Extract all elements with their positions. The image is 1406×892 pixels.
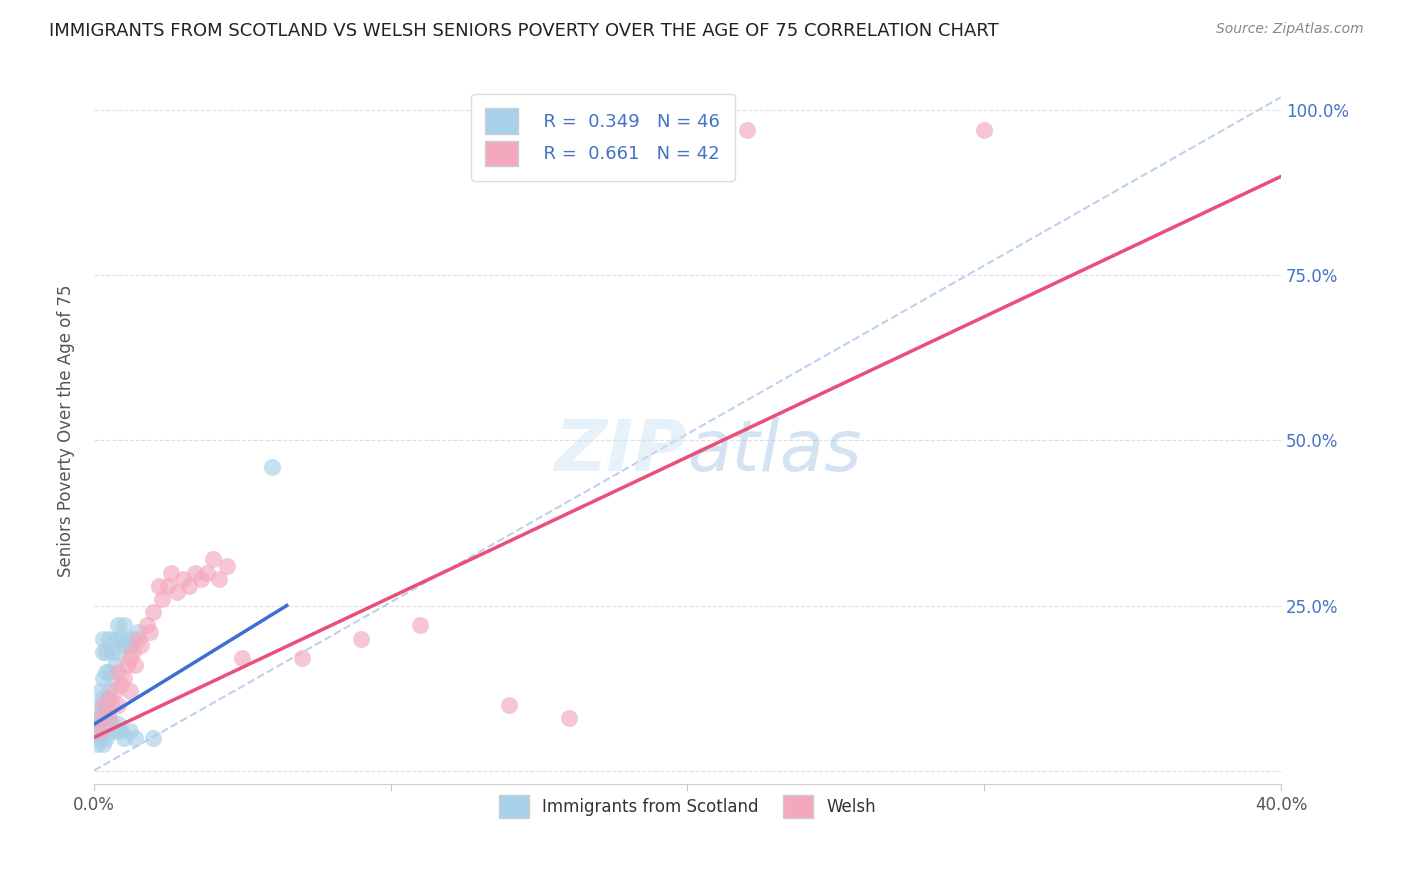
Text: atlas: atlas [688, 417, 862, 486]
Text: Source: ZipAtlas.com: Source: ZipAtlas.com [1216, 22, 1364, 37]
Point [91, 690, 114, 705]
Point [91, 704, 114, 718]
Point [166, 585, 188, 599]
Point [107, 717, 129, 731]
Point [184, 566, 207, 580]
Point [190, 572, 212, 586]
Point [89, 698, 111, 712]
Point [160, 566, 183, 580]
Point [97, 723, 120, 738]
Point [201, 552, 224, 566]
Y-axis label: Seniors Poverty Over the Age of 75: Seniors Poverty Over the Age of 75 [58, 285, 75, 577]
Point [86, 737, 108, 751]
Point [350, 632, 373, 646]
Point [89, 731, 111, 745]
Point [100, 717, 122, 731]
Point [121, 645, 143, 659]
Point [136, 618, 159, 632]
Point [112, 638, 135, 652]
Point [94, 665, 117, 679]
Point [498, 698, 520, 712]
Point [89, 711, 111, 725]
Point [91, 698, 114, 712]
Point [97, 711, 120, 725]
Point [558, 711, 581, 725]
Point [104, 723, 127, 738]
Point [97, 684, 120, 698]
Point [89, 711, 111, 725]
Point [118, 638, 141, 652]
Point [97, 711, 120, 725]
Text: ZIP: ZIP [555, 417, 688, 486]
Point [131, 638, 153, 652]
Point [94, 731, 117, 745]
Point [91, 723, 114, 738]
Point [100, 671, 122, 685]
Point [142, 605, 165, 619]
Point [157, 579, 180, 593]
Point [107, 618, 129, 632]
Point [150, 591, 173, 606]
Point [104, 657, 127, 672]
Point [177, 579, 200, 593]
Point [97, 690, 120, 705]
Point [100, 645, 122, 659]
Point [91, 671, 114, 685]
Point [89, 684, 111, 698]
Point [91, 645, 114, 659]
Point [104, 632, 127, 646]
Point [107, 645, 129, 659]
Point [735, 123, 758, 137]
Point [124, 657, 146, 672]
Point [127, 632, 149, 646]
Point [207, 572, 229, 586]
Point [112, 618, 135, 632]
Point [97, 665, 120, 679]
Point [127, 624, 149, 639]
Point [94, 645, 117, 659]
Point [115, 657, 138, 672]
Point [291, 651, 314, 665]
Point [148, 579, 170, 593]
Point [100, 698, 122, 712]
Point [97, 632, 120, 646]
Point [172, 572, 194, 586]
Point [110, 678, 132, 692]
Point [260, 459, 283, 474]
Point [142, 731, 165, 745]
Point [195, 566, 218, 580]
Point [104, 684, 127, 698]
Point [118, 651, 141, 665]
Point [112, 671, 135, 685]
Legend: Immigrants from Scotland, Welsh: Immigrants from Scotland, Welsh [492, 788, 883, 825]
Point [121, 632, 143, 646]
Point [89, 723, 111, 738]
Text: IMMIGRANTS FROM SCOTLAND VS WELSH SENIORS POVERTY OVER THE AGE OF 75 CORRELATION: IMMIGRANTS FROM SCOTLAND VS WELSH SENIOR… [49, 22, 998, 40]
Point [91, 737, 114, 751]
Point [118, 723, 141, 738]
Point [107, 665, 129, 679]
Point [112, 731, 135, 745]
Point [94, 717, 117, 731]
Point [139, 624, 162, 639]
Point [86, 717, 108, 731]
Point [91, 632, 114, 646]
Point [107, 698, 129, 712]
Point [110, 723, 132, 738]
Point [110, 632, 132, 646]
Point [115, 632, 138, 646]
Point [973, 123, 995, 137]
Point [118, 684, 141, 698]
Point [124, 731, 146, 745]
Point [94, 698, 117, 712]
Point [217, 558, 239, 573]
Point [89, 723, 111, 738]
Point [231, 651, 253, 665]
Point [409, 618, 432, 632]
